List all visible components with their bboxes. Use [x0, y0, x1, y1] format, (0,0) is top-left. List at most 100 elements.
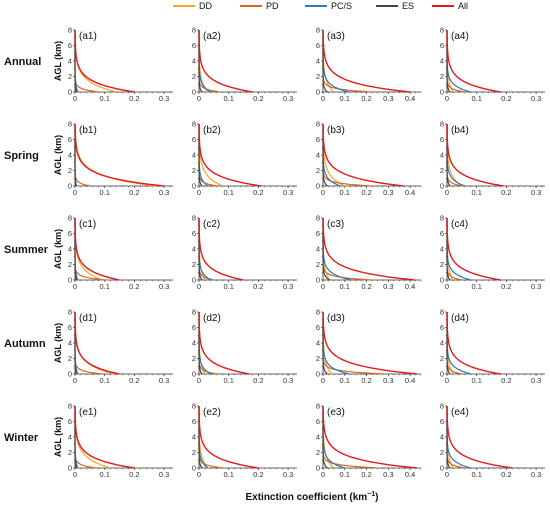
panel-b4: 0 2 4 6 8 0 0.1 0.2 0.3 (b4) — [440, 120, 545, 197]
panel-label: (b4) — [451, 125, 469, 136]
panel-label: (e1) — [79, 407, 97, 418]
series-line-all — [198, 123, 262, 187]
y-tick-label: 2 — [316, 72, 320, 81]
x-tick-label: 0 — [321, 94, 325, 103]
y-tick-label: 2 — [192, 166, 196, 175]
x-tick-label: 0.1 — [471, 188, 481, 197]
x-tick-label: 0.4 — [405, 376, 415, 385]
series-line-all — [74, 29, 135, 93]
y-tick-label: 2 — [316, 448, 320, 457]
x-tick-label: 0.3 — [159, 376, 169, 385]
y-tick-label: 6 — [192, 417, 196, 426]
y-tick-label: 0 — [440, 464, 444, 473]
y-tick-label: 4 — [440, 57, 444, 66]
y-tick-label: 8 — [316, 402, 320, 411]
y-tick-label: 2 — [316, 166, 320, 175]
x-tick-label: 0.2 — [361, 376, 371, 385]
panel-label: (d2) — [203, 313, 221, 324]
x-tick-label: 0 — [73, 470, 77, 479]
y-tick-label: 6 — [316, 41, 320, 50]
panel-d1: AGL (km) 0 2 4 6 8 0 0.1 0.2 0.3 (d1) — [53, 308, 173, 385]
panel-label: (b2) — [203, 125, 221, 136]
y-tick-label: 8 — [68, 308, 72, 317]
x-tick-label: 0.1 — [99, 94, 109, 103]
panel-a4: 0 2 4 6 8 0 0.1 0.2 0.3 (a4) — [440, 26, 545, 103]
x-tick-label: 0.3 — [531, 470, 541, 479]
y-tick-label: 0 — [316, 88, 320, 97]
y-tick-label: 8 — [192, 26, 196, 35]
y-tick-label: 8 — [68, 402, 72, 411]
x-tick-label: 0.2 — [361, 282, 371, 291]
y-tick-label: 4 — [192, 245, 196, 254]
y-tick-label: 4 — [192, 57, 196, 66]
y-tick-label: 4 — [316, 339, 320, 348]
x-tick-label: 0.1 — [223, 94, 233, 103]
panel-c4: 0 2 4 6 8 0 0.1 0.2 0.3 (c4) — [440, 214, 545, 291]
x-tick-label: 0.3 — [531, 376, 541, 385]
panel-label: (a1) — [79, 31, 97, 42]
y-tick-label: 0 — [68, 88, 72, 97]
y-tick-label: 4 — [440, 151, 444, 160]
panel-d4: 0 2 4 6 8 0 0.1 0.2 0.3 (d4) — [440, 308, 545, 385]
y-tick-label: 2 — [68, 354, 72, 363]
legend-item-dd: DD — [173, 1, 212, 11]
y-tick-label: 8 — [316, 120, 320, 129]
legend-label: DD — [199, 1, 212, 11]
x-tick-label: 0 — [197, 376, 201, 385]
series-line-all — [198, 217, 244, 281]
y-tick-label: 6 — [68, 323, 72, 332]
y-tick-label: 6 — [316, 323, 320, 332]
panel-a1: AGL (km) 0 2 4 6 8 0 0.1 0.2 0.3 (a1) — [53, 26, 173, 103]
panel-label: (c2) — [203, 219, 220, 230]
y-tick-label: 6 — [440, 229, 444, 238]
series-line-all — [74, 217, 120, 281]
y-tick-label: 8 — [68, 26, 72, 35]
y-axis-title: AGL (km) — [53, 41, 63, 81]
legend-item-es: ES — [376, 1, 414, 11]
panel-d3: 0 2 4 6 8 0 0.1 0.2 0.3 0.4 (d3) — [316, 308, 422, 385]
y-tick-label: 4 — [316, 245, 320, 254]
panel-a3: 0 2 4 6 8 0 0.1 0.2 0.3 0.4 (a3) — [316, 26, 422, 103]
y-tick-label: 6 — [440, 41, 444, 50]
y-tick-label: 4 — [316, 433, 320, 442]
y-axis-title: AGL (km) — [53, 417, 63, 457]
y-tick-label: 2 — [440, 72, 444, 81]
y-tick-label: 8 — [440, 120, 444, 129]
x-tick-label: 0.3 — [531, 282, 541, 291]
y-tick-label: 2 — [440, 354, 444, 363]
panel-b1: AGL (km) 0 2 4 6 8 0 0.1 0.2 0.3 (b1) — [53, 120, 173, 197]
x-tick-label: 0.1 — [223, 282, 233, 291]
y-tick-label: 2 — [316, 354, 320, 363]
x-tick-label: 0.2 — [253, 470, 263, 479]
panel-label: (e4) — [451, 407, 469, 418]
y-tick-label: 0 — [316, 182, 320, 191]
x-tick-label: 0 — [445, 376, 449, 385]
y-tick-label: 4 — [68, 339, 72, 348]
y-axis-title: AGL (km) — [53, 135, 63, 175]
series-line-all — [322, 217, 415, 281]
x-tick-label: 0.2 — [253, 94, 263, 103]
legend-item-pc-s: PC/S — [305, 1, 352, 11]
panel-d2: 0 2 4 6 8 0 0.1 0.2 0.3 (d2) — [192, 308, 297, 385]
x-tick-label: 0.3 — [531, 94, 541, 103]
y-tick-label: 0 — [68, 276, 72, 285]
x-tick-label: 0.2 — [129, 376, 139, 385]
x-tick-label: 0.1 — [340, 94, 350, 103]
x-tick-label: 0.2 — [501, 470, 511, 479]
x-tick-label: 0.3 — [383, 188, 393, 197]
x-tick-label: 0.1 — [223, 470, 233, 479]
panel-label: (a4) — [451, 31, 469, 42]
y-tick-label: 6 — [192, 229, 196, 238]
panel-label: (d3) — [327, 313, 345, 324]
y-tick-label: 6 — [192, 323, 196, 332]
legend-item-all: All — [432, 1, 468, 11]
x-tick-label: 0 — [445, 94, 449, 103]
panel-label: (c1) — [79, 219, 96, 230]
x-tick-label: 0.3 — [283, 188, 293, 197]
x-tick-label: 0.1 — [99, 188, 109, 197]
row-label-annual: Annual — [4, 56, 41, 68]
y-tick-label: 0 — [316, 370, 320, 379]
y-tick-label: 4 — [68, 57, 72, 66]
x-tick-label: 0 — [197, 188, 201, 197]
